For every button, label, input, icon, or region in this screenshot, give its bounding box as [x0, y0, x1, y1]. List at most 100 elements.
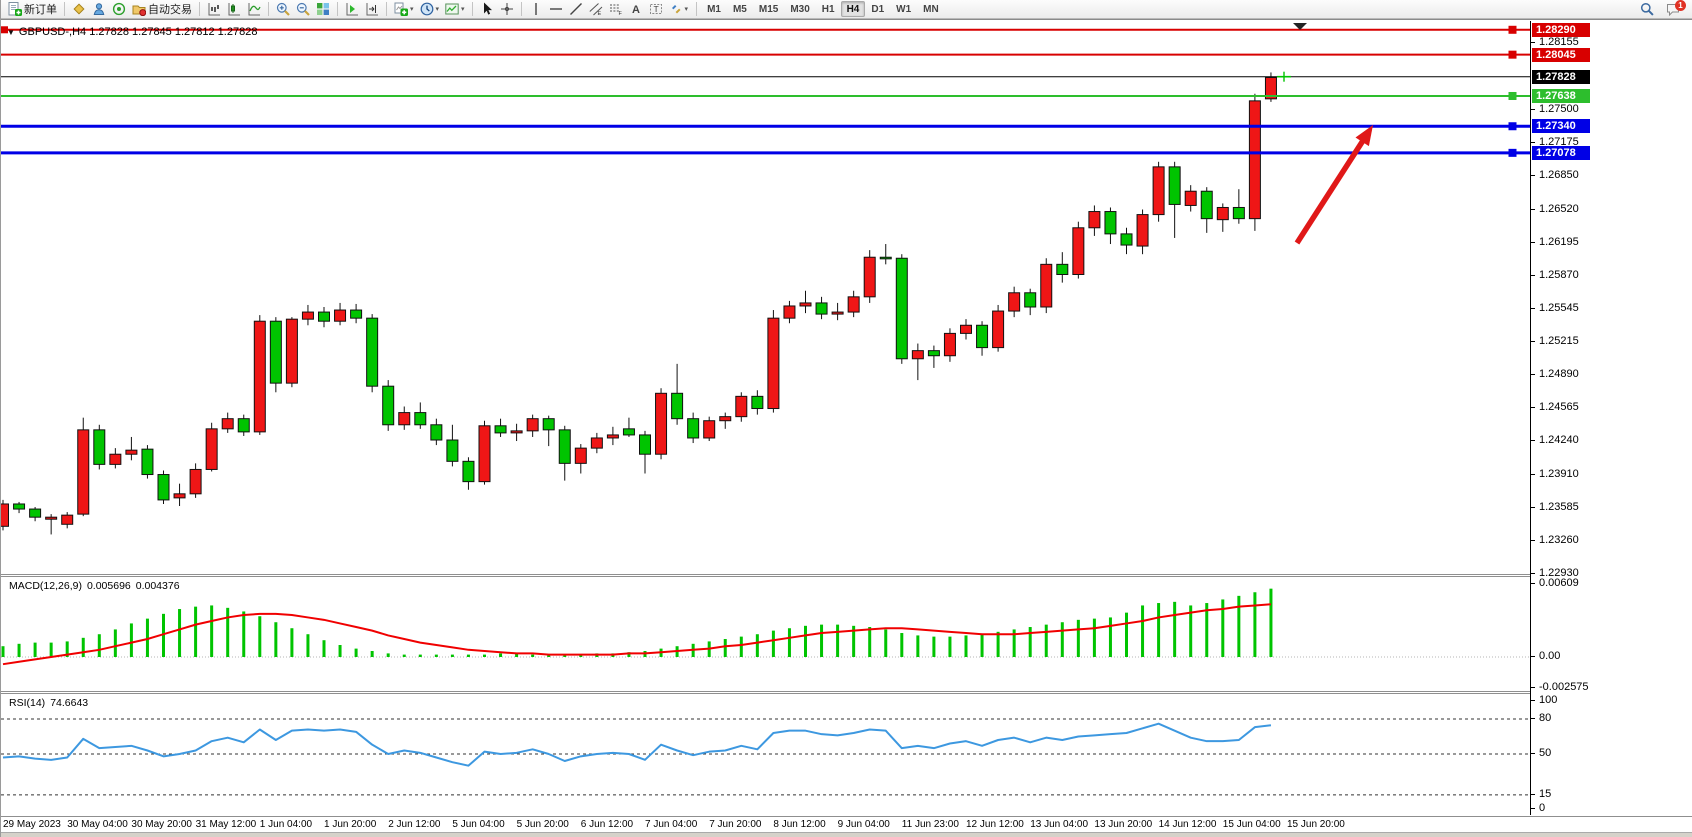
line-anchor[interactable]: [1508, 50, 1517, 59]
line-anchor[interactable]: [1508, 148, 1517, 157]
candles-chart-button[interactable]: [224, 1, 244, 18]
line-anchor[interactable]: [1508, 91, 1517, 100]
candle-body: [1264, 77, 1277, 100]
line-anchor[interactable]: [1, 26, 8, 34]
auto-trading-button[interactable]: 自动交易: [129, 1, 195, 18]
macd-histogram-bar: [916, 635, 920, 657]
horizontal-line-button[interactable]: [546, 1, 566, 18]
templates-dropdown-icon[interactable]: ▾: [461, 5, 465, 13]
candle-body: [141, 448, 154, 476]
search-button[interactable]: [1637, 1, 1657, 18]
zoom-in-button[interactable]: [273, 1, 293, 18]
candle-body: [1136, 214, 1149, 247]
candle-body: [735, 395, 748, 418]
signal-icon: [112, 2, 126, 16]
tick-label: 1.23260: [1539, 533, 1579, 546]
candle-body: [1168, 166, 1181, 205]
rsi-value: 74.6643: [50, 697, 89, 709]
timeframe-button-m15[interactable]: M15: [758, 3, 779, 15]
svg-text:A: A: [632, 4, 640, 16]
macd-histogram-bar: [932, 636, 936, 657]
chart-autoscroll-button[interactable]: [362, 1, 382, 18]
equidistant-channel-icon: E: [589, 2, 603, 16]
window-separator[interactable]: [1, 691, 1692, 694]
tick-label: 50: [1539, 747, 1552, 759]
fibonacci-button[interactable]: F: [606, 1, 626, 18]
line-anchor[interactable]: [1508, 25, 1517, 34]
vertical-line-button[interactable]: [526, 1, 546, 18]
tick-dash: [1531, 717, 1535, 719]
periods-button[interactable]: ▾: [417, 1, 443, 18]
candle-body: [334, 309, 347, 322]
macd-histogram-bar: [1221, 599, 1225, 657]
date-label: 6 Jun 12:00: [580, 819, 634, 830]
bars-chart-button[interactable]: [204, 1, 224, 18]
chart-shift-marker-icon[interactable]: [1293, 23, 1307, 30]
new-order-button[interactable]: 新订单: [5, 1, 60, 18]
candle-body: [719, 416, 732, 422]
text-label-button[interactable]: T: [646, 1, 666, 18]
candle-body: [253, 320, 266, 433]
timeframe-button-h4[interactable]: H4: [840, 1, 866, 17]
equidistant-channel-button[interactable]: E: [586, 1, 606, 18]
zoom-out-button[interactable]: [293, 1, 313, 18]
arrow-annotation-head[interactable]: [1355, 125, 1374, 147]
timeframe-button-w1[interactable]: W1: [896, 3, 912, 15]
trendline-icon: [569, 2, 583, 16]
timeframe-button-m30[interactable]: M30: [790, 3, 810, 15]
toolbar-separator: [337, 2, 338, 16]
arrows-button[interactable]: ▾: [666, 1, 692, 18]
timeframe-button-mn[interactable]: MN: [923, 3, 939, 15]
date-label: 5 Jun 04:00: [452, 819, 505, 830]
line-chart-button[interactable]: [244, 1, 264, 18]
macd-histogram-bar: [306, 634, 310, 657]
macd-histogram-bar: [1157, 603, 1161, 657]
crosshair-icon: [500, 2, 514, 16]
window-separator[interactable]: [1, 574, 1692, 577]
date-label: 9 Jun 04:00: [837, 819, 890, 830]
chart-window[interactable]: ▼ GBPUSD-,H4 1.27828 1.27845 1.27812 1.2…: [1, 19, 1692, 837]
timeframe-button-h1[interactable]: H1: [821, 3, 835, 15]
timeframe-button-d1[interactable]: D1: [871, 3, 885, 15]
timeframe-button-m1[interactable]: M1: [707, 3, 721, 15]
chart-shift-button[interactable]: [342, 1, 362, 18]
cursor-button[interactable]: [477, 1, 497, 18]
metaeditor-button[interactable]: [69, 1, 89, 18]
macd-histogram-bar: [162, 613, 165, 657]
date-label: 15 Jun 04:00: [1222, 819, 1281, 830]
macd-histogram-bar: [996, 631, 1000, 657]
new-chart-dropdown-icon[interactable]: ▾: [410, 5, 414, 13]
candle-body: [671, 392, 684, 420]
trendline-button[interactable]: [566, 1, 586, 18]
text-button[interactable]: A: [626, 1, 646, 18]
crosshair-button[interactable]: [497, 1, 517, 18]
publisher-button[interactable]: [89, 1, 109, 18]
new-chart-button[interactable]: ▾: [391, 1, 417, 18]
price-line-badge: 1.27340: [1532, 119, 1590, 134]
signal-button[interactable]: [109, 1, 129, 18]
arrow-annotation[interactable]: [1294, 137, 1367, 245]
line-anchor[interactable]: [1508, 122, 1517, 131]
main-price-pane[interactable]: [1, 21, 1530, 574]
candle-body: [173, 493, 186, 499]
macd-pane[interactable]: [1, 577, 1530, 691]
tick-dash: [1531, 109, 1535, 110]
timeframe-button-m5[interactable]: M5: [732, 3, 747, 15]
toolbar-separator: [386, 2, 387, 16]
price-axis[interactable]: 1.28155 1.27500 1.27175 1.26850 1.26520 1.261…: [1530, 21, 1692, 815]
periods-dropdown-icon[interactable]: ▾: [435, 5, 440, 13]
tick-dash: [1531, 539, 1535, 541]
time-axis[interactable]: 29 May 2023 30 May 04:00 30 May 20:00 31 Ma…: [1, 816, 1692, 832]
candle-body: [831, 311, 844, 315]
rsi-pane[interactable]: [1, 694, 1530, 816]
tile-windows-button[interactable]: [313, 1, 333, 18]
notifications-button[interactable]: 1: [1663, 0, 1686, 18]
candle-body: [767, 317, 780, 410]
templates-button[interactable]: ▾: [442, 1, 468, 18]
auto-trading-icon: [132, 2, 146, 16]
symbol-dropdown-icon[interactable]: ▼: [7, 27, 15, 37]
candle-body: [45, 516, 58, 520]
candle-body: [446, 439, 459, 462]
arrows-dropdown-icon[interactable]: ▾: [684, 5, 689, 13]
tick-dash: [1531, 573, 1535, 575]
